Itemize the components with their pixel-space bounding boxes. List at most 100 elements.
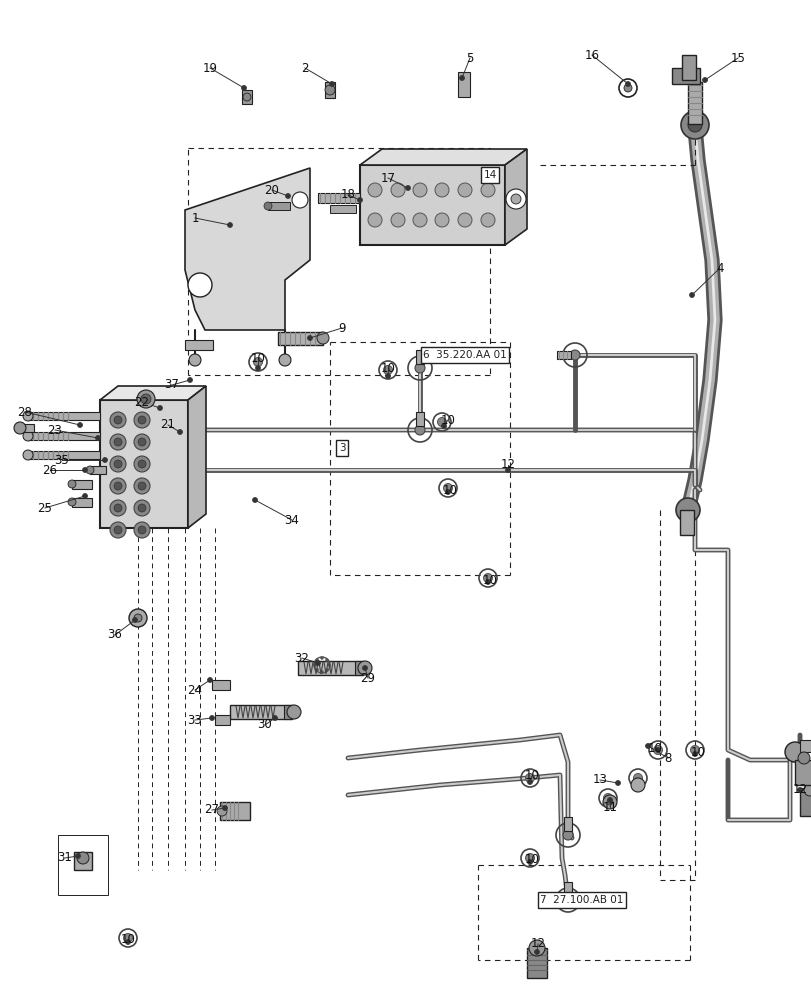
Bar	[564, 817, 571, 831]
Circle shape	[315, 668, 318, 671]
Text: 28: 28	[18, 406, 32, 418]
Bar	[415, 412, 423, 426]
Circle shape	[96, 436, 101, 440]
Text: 29: 29	[360, 672, 375, 684]
Circle shape	[109, 412, 126, 428]
Text: 12: 12	[530, 937, 545, 950]
Circle shape	[109, 434, 126, 450]
Circle shape	[445, 489, 450, 494]
Circle shape	[315, 660, 320, 666]
Circle shape	[208, 678, 212, 682]
Circle shape	[437, 418, 446, 426]
Circle shape	[527, 779, 532, 784]
Circle shape	[457, 183, 471, 197]
Bar	[329, 205, 355, 213]
Circle shape	[129, 609, 147, 627]
Circle shape	[645, 744, 650, 748]
Text: 12: 12	[500, 458, 515, 472]
Text: 25: 25	[37, 502, 53, 514]
Circle shape	[607, 797, 611, 802]
Polygon shape	[100, 386, 206, 400]
Circle shape	[123, 933, 132, 942]
Text: 10: 10	[689, 746, 705, 758]
Text: 4: 4	[715, 261, 723, 274]
Bar	[220, 802, 250, 820]
Circle shape	[441, 424, 446, 428]
Circle shape	[702, 78, 706, 83]
Text: 10: 10	[380, 361, 395, 374]
Circle shape	[157, 406, 162, 410]
Text: 15: 15	[730, 52, 744, 65]
Circle shape	[279, 354, 290, 366]
Text: 36: 36	[107, 629, 122, 642]
Circle shape	[358, 661, 371, 675]
Text: 17: 17	[380, 172, 395, 185]
Text: 10: 10	[442, 484, 457, 496]
Text: 12: 12	[792, 783, 806, 796]
Circle shape	[435, 183, 448, 197]
Circle shape	[689, 292, 693, 298]
Circle shape	[505, 468, 510, 473]
Circle shape	[134, 522, 150, 538]
Circle shape	[102, 458, 107, 462]
Circle shape	[603, 793, 611, 802]
Text: 24: 24	[187, 684, 202, 696]
Circle shape	[414, 363, 424, 373]
Bar	[556, 351, 570, 359]
Circle shape	[603, 795, 616, 809]
Circle shape	[241, 86, 247, 91]
Circle shape	[134, 500, 150, 516]
Text: 13: 13	[592, 773, 607, 786]
Circle shape	[633, 773, 642, 782]
Circle shape	[255, 365, 260, 370]
Bar	[28, 432, 100, 440]
Circle shape	[689, 746, 698, 754]
Circle shape	[405, 186, 410, 191]
Text: 10: 10	[482, 574, 497, 586]
Circle shape	[114, 482, 122, 490]
Circle shape	[68, 480, 76, 488]
Bar	[58, 835, 108, 895]
Text: 7  27.100.AB 01: 7 27.100.AB 01	[539, 895, 623, 905]
Circle shape	[134, 614, 142, 622]
Text: 1: 1	[191, 212, 199, 225]
Bar	[28, 451, 100, 459]
Text: 37: 37	[165, 378, 179, 391]
Bar	[324, 82, 335, 98]
Bar	[687, 82, 702, 124]
Circle shape	[83, 468, 88, 473]
Circle shape	[362, 666, 367, 670]
Circle shape	[324, 85, 335, 95]
Polygon shape	[504, 149, 526, 245]
Circle shape	[138, 504, 146, 512]
Text: 14: 14	[483, 170, 496, 180]
Circle shape	[615, 780, 620, 785]
Circle shape	[383, 365, 392, 374]
Bar	[799, 788, 811, 816]
Text: 35: 35	[54, 454, 69, 466]
Circle shape	[178, 430, 182, 434]
Circle shape	[253, 358, 262, 366]
Circle shape	[114, 416, 122, 424]
Text: 6  35.220.AA 01: 6 35.220.AA 01	[423, 350, 506, 360]
Circle shape	[137, 390, 155, 408]
Circle shape	[141, 394, 151, 404]
Circle shape	[457, 213, 471, 227]
Circle shape	[680, 111, 708, 139]
Bar	[230, 705, 292, 719]
Bar	[100, 400, 188, 528]
Circle shape	[623, 84, 631, 92]
Circle shape	[114, 526, 122, 534]
Text: 21: 21	[161, 418, 175, 432]
Circle shape	[285, 194, 290, 198]
Circle shape	[443, 484, 452, 492]
Circle shape	[525, 773, 534, 782]
Bar	[526, 948, 547, 978]
Circle shape	[459, 76, 464, 81]
Text: 9: 9	[338, 322, 345, 334]
Bar	[72, 480, 92, 489]
Circle shape	[114, 504, 122, 512]
Bar	[185, 340, 212, 350]
Bar	[74, 852, 92, 870]
Bar	[277, 332, 323, 345]
